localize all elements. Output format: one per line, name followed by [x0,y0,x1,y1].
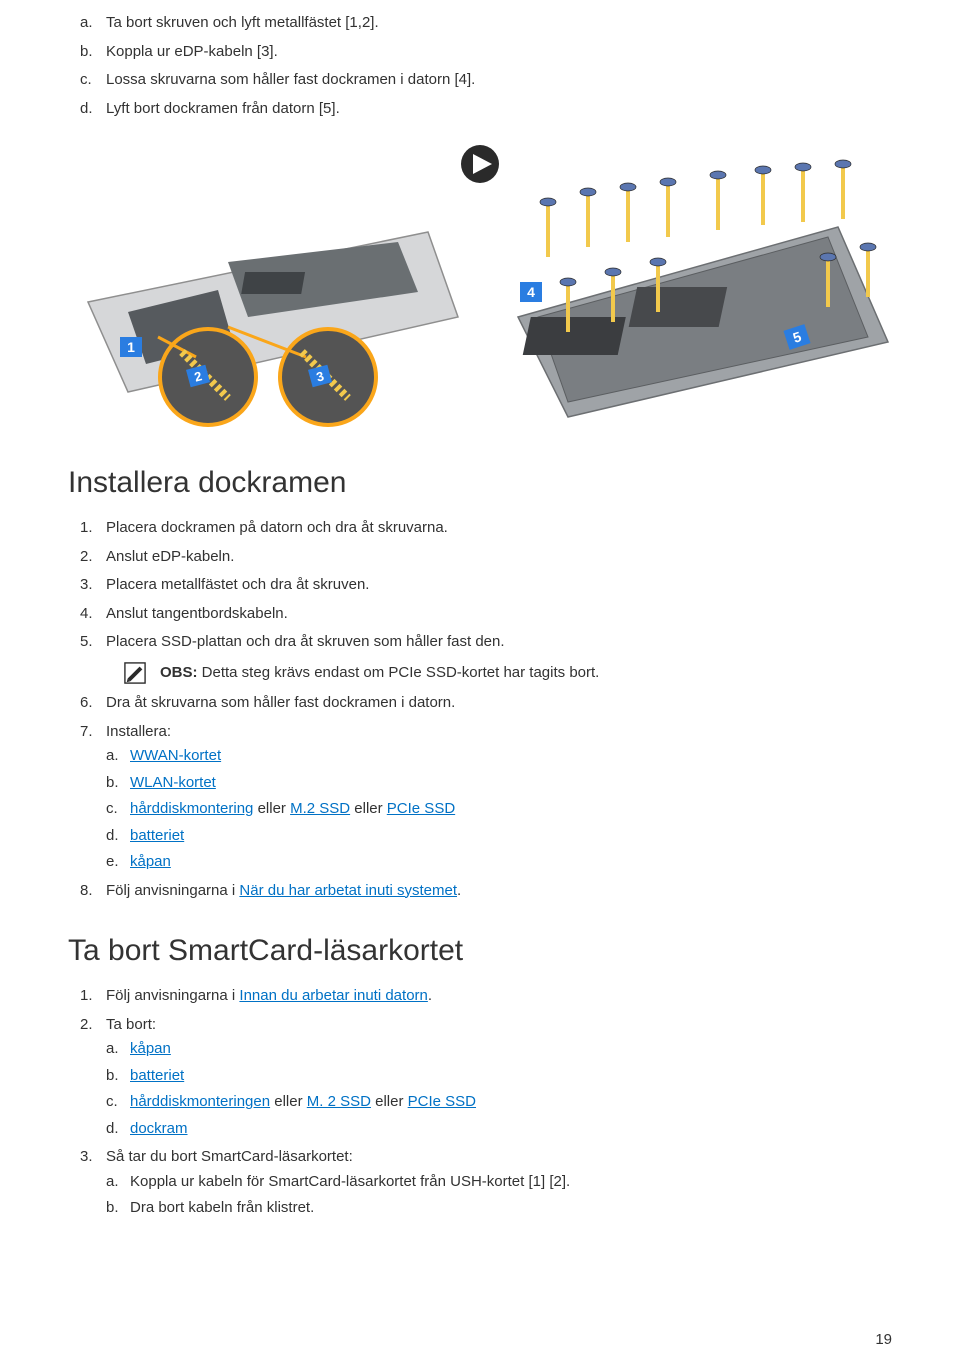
link-after-working-inside[interactable]: När du har arbetat inuti systemet [239,882,457,899]
step-a-text: Ta bort skruven och lyft metallfästet [1… [106,14,379,31]
install-step-6: 6.Dra åt skruvarna som håller fast dockr… [106,692,892,715]
svg-text:4: 4 [527,284,535,300]
link-wlan[interactable]: WLAN-kortet [130,774,216,791]
install-step-7: 7.Installera: a.WWAN-kortet b.WLAN-korte… [106,721,892,874]
install-step-7b: b.WLAN-kortet [130,772,892,795]
step-c: c.Lossa skruvarna som håller fast dockra… [106,69,892,92]
install-step-7d: d.batteriet [130,825,892,848]
callout-1: 1 [120,337,142,357]
assembly-diagram: 1 2 3 [68,142,892,432]
link-pcie-ssd[interactable]: PCIe SSD [387,800,455,817]
install-step-7c: c.hårddiskmontering eller M.2 SSD eller … [130,798,892,821]
heading-install-dockramen: Installera dockramen [68,460,892,505]
step-a: a.Ta bort skruven och lyft metallfästet … [106,12,892,35]
note-row: OBS: Detta steg krävs endast om PCIe SSD… [106,662,892,685]
install-step-8: 8.Följ anvisningarna i När du har arbeta… [106,880,892,903]
link-cover-2[interactable]: kåpan [130,1040,171,1057]
link-battery-2[interactable]: batteriet [130,1067,184,1084]
step-c-text: Lossa skruvarna som håller fast dockrame… [106,71,475,88]
link-harddrive-assembly[interactable]: hårddiskmontering [130,800,253,817]
sc-step-3b: b.Dra bort kabeln från klistret. [130,1197,892,1220]
sc-step-3a: a.Koppla ur kabeln för SmartCard-läsarko… [130,1171,892,1194]
install-step-4: 4.Anslut tangentbordskabeln. [106,603,892,626]
install-step-3: 3.Placera metallfästet och dra åt skruve… [106,574,892,597]
step-b: b.Koppla ur eDP-kabeln [3]. [106,41,892,64]
install-step-7-sublist: a.WWAN-kortet b.WLAN-kortet c.hårddiskmo… [106,745,892,874]
link-m2-ssd[interactable]: M.2 SSD [290,800,350,817]
link-m2-ssd-2[interactable]: M. 2 SSD [307,1093,371,1110]
note-text: OBS: Detta steg krävs endast om PCIe SSD… [160,662,599,685]
callout-4: 4 [520,282,542,302]
install-step-7a: a.WWAN-kortet [130,745,892,768]
sc-step-2b: b.batteriet [130,1065,892,1088]
diagram-right-panel: 4 5 [518,160,888,417]
sc-step-3-sublist: a.Koppla ur kabeln för SmartCard-läsarko… [106,1171,892,1220]
install-step-1: 1.Placera dockramen på datorn och dra åt… [106,517,892,540]
step-d-text: Lyft bort dockramen från datorn [5]. [106,100,340,117]
diagram-left-panel: 1 2 3 [88,232,458,425]
install-step-7e: e.kåpan [130,851,892,874]
step-b-text: Koppla ur eDP-kabeln [3]. [106,43,278,60]
install-step-2: 2.Anslut eDP-kabeln. [106,546,892,569]
install-step-5: 5.Placera SSD-plattan och dra åt skruven… [106,631,892,684]
link-wwan[interactable]: WWAN-kortet [130,747,221,764]
play-icon[interactable] [461,145,499,183]
page-number: 19 [875,1329,892,1352]
link-dockframe[interactable]: dockram [130,1120,188,1137]
top-sub-steps: a.Ta bort skruven och lyft metallfästet … [68,12,892,120]
smartcard-steps-list: 1.Följ anvisningarna i Innan du arbetar … [68,985,892,1220]
link-before-working-inside[interactable]: Innan du arbetar inuti datorn [239,987,427,1004]
sc-step-2c: c.hårddiskmonteringen eller M. 2 SSD ell… [130,1091,892,1114]
link-battery[interactable]: batteriet [130,827,184,844]
link-pcie-ssd-2[interactable]: PCIe SSD [408,1093,476,1110]
install-steps-list: 1.Placera dockramen på datorn och dra åt… [68,517,892,902]
link-harddrive-assembly-2[interactable]: hårddiskmonteringen [130,1093,270,1110]
link-cover[interactable]: kåpan [130,853,171,870]
sc-step-3: 3.Så tar du bort SmartCard-läsarkortet: … [106,1146,892,1220]
note-icon [124,662,146,684]
step-d: d.Lyft bort dockramen från datorn [5]. [106,98,892,121]
sc-step-2a: a.kåpan [130,1038,892,1061]
sc-step-2: 2.Ta bort: a.kåpan b.batteriet c.hårddis… [106,1014,892,1141]
sc-step-2d: d.dockram [130,1118,892,1141]
sc-step-1: 1.Följ anvisningarna i Innan du arbetar … [106,985,892,1008]
sc-step-2-sublist: a.kåpan b.batteriet c.hårddiskmonteringe… [106,1038,892,1140]
heading-remove-smartcard: Ta bort SmartCard-läsarkortet [68,928,892,973]
svg-text:1: 1 [127,339,135,355]
